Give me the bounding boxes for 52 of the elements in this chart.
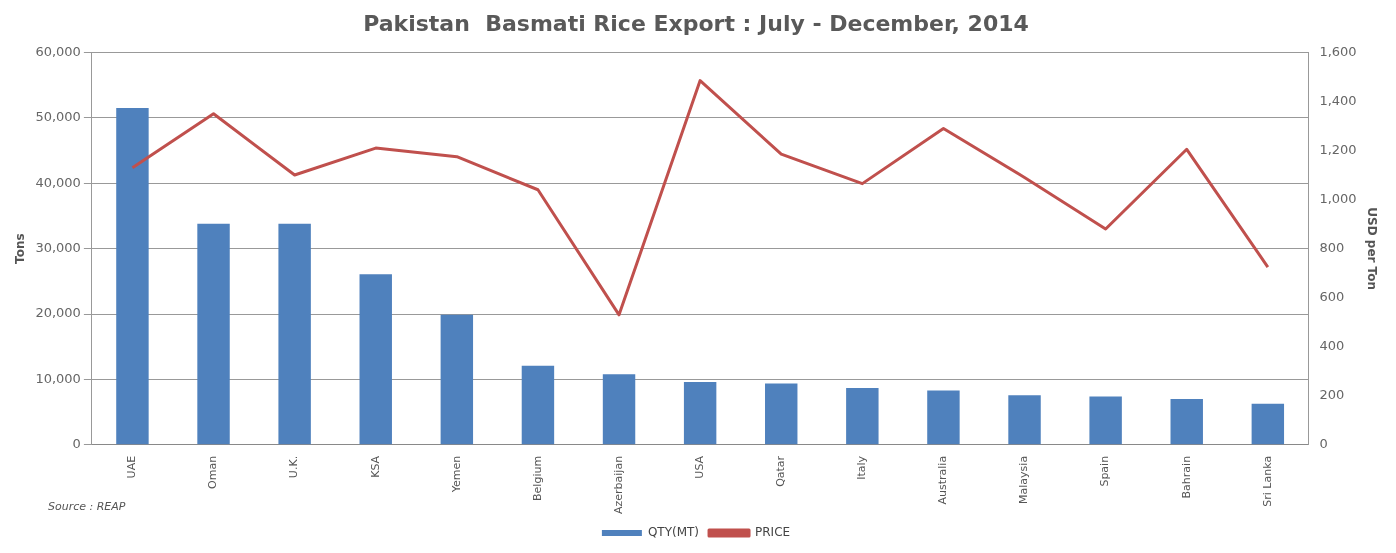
y2-tick-label: 800	[1319, 240, 1345, 256]
x-tick-label: UAE	[125, 455, 139, 479]
bar	[846, 387, 879, 445]
x-tick-label: Spain	[1098, 455, 1112, 487]
bar	[1251, 403, 1285, 445]
y2-tick-label: 1,400	[1319, 92, 1357, 108]
y2-tick-label: 400	[1319, 338, 1345, 354]
bar	[440, 314, 474, 445]
source-note: Source : REAP	[48, 500, 126, 513]
x-tick-label: Azerbaijan	[611, 455, 625, 514]
chart-title: Pakistan Basmati Rice Export : July - December, 2014	[363, 10, 1029, 36]
x-tick-label: Oman	[206, 455, 220, 489]
x-tick-label: Australia	[936, 455, 950, 505]
y2-tick-label: 1,600	[1319, 43, 1357, 59]
y-tick-label: 0	[72, 436, 81, 452]
x-tick-label: Malaysia	[1017, 455, 1031, 504]
x-tick-label: Italy	[855, 455, 869, 480]
y2-tick-label: 600	[1319, 289, 1345, 305]
x-tick-label: Sri Lanka	[1260, 455, 1274, 507]
y-tick-label: 20,000	[35, 305, 81, 321]
bar	[197, 223, 230, 445]
y-tick-label: 40,000	[35, 174, 81, 190]
bar	[359, 274, 392, 445]
y-tick-label: 50,000	[35, 109, 81, 125]
x-tick-label: Belgium	[530, 455, 544, 501]
bar	[1008, 395, 1041, 445]
y2-tick-label: 0	[1319, 436, 1328, 452]
bar	[683, 382, 717, 445]
y-tick-label: 30,000	[35, 240, 81, 256]
x-tick-label: USA	[692, 455, 706, 479]
y2-tick-label: 1,000	[1319, 190, 1357, 206]
y2-tick-label: 200	[1319, 387, 1345, 403]
x-tick-label: KSA	[368, 455, 382, 478]
legend-label: QTY(MT)	[647, 525, 700, 540]
x-tick-label: Yemen	[449, 455, 463, 494]
bar	[521, 365, 555, 445]
y2-tick-label: 1,200	[1319, 141, 1357, 157]
bar	[602, 374, 636, 445]
bar	[116, 108, 149, 445]
y2-axis-title: USD per Ton	[1364, 207, 1379, 290]
bar	[927, 390, 960, 445]
y-tick-label: 10,000	[35, 370, 81, 386]
y-axis-title: Tons	[13, 233, 28, 264]
bar	[1089, 396, 1122, 445]
legend-label: PRICE	[755, 525, 791, 540]
y-tick-label: 60,000	[35, 43, 81, 59]
bar	[1170, 399, 1203, 445]
x-tick-label: Qatar	[774, 455, 788, 487]
x-tick-label: Bahrain	[1179, 455, 1193, 499]
bar	[765, 383, 798, 445]
x-tick-label: U.K.	[287, 455, 301, 479]
bar	[278, 223, 311, 445]
